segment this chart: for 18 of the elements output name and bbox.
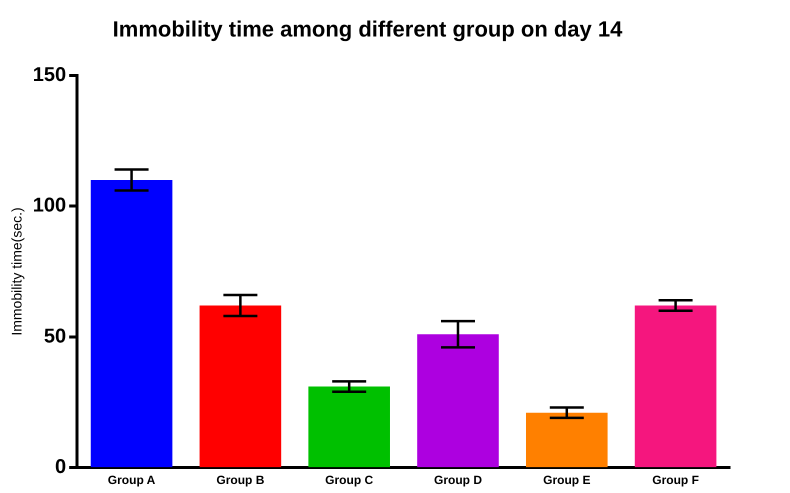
x-tick-label: Group B: [216, 473, 265, 488]
x-tick-label: Group A: [108, 473, 156, 488]
y-axis-title: Immobility time(sec.): [8, 207, 24, 336]
y-tick-label: 150: [32, 64, 66, 86]
chart-title: Immobility time among different group on day 14: [112, 16, 624, 42]
x-tick-label: Group E: [543, 473, 590, 488]
bar: [417, 334, 499, 468]
y-tick-label: 100: [32, 194, 66, 217]
x-tick-label: Group F: [652, 473, 699, 488]
bar: [526, 412, 608, 468]
x-tick-label: Group D: [434, 473, 482, 488]
y-tick-label: 0: [55, 456, 66, 478]
bar: [634, 305, 716, 468]
bar: [200, 305, 282, 468]
bar: [308, 386, 390, 468]
x-tick-label: Group C: [325, 473, 374, 488]
y-tick-label: 50: [44, 325, 66, 348]
bar: [90, 180, 172, 468]
